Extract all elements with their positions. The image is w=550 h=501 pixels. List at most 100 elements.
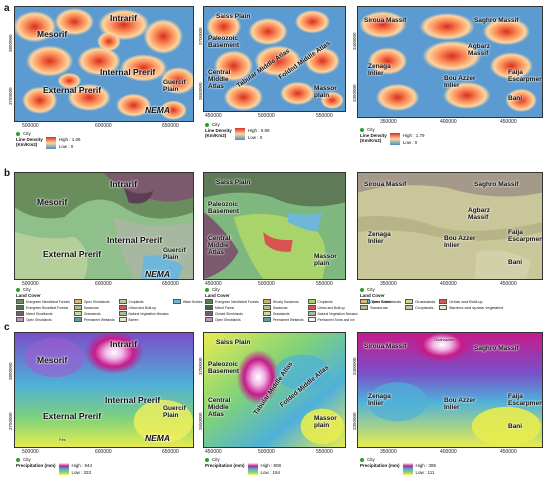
legend-city-label: City [212, 122, 220, 127]
xtick: 450000 [500, 449, 517, 455]
map-b1-land-cover[interactable]: Intrarif Mesorif Internal Prerif Externa… [14, 172, 194, 280]
ytick: 3650000 [198, 412, 203, 430]
map-b3-land-cover[interactable]: Siroua Massif Saghro Massif Agbarz Massi… [357, 172, 543, 280]
ytick: 3400000 [352, 32, 357, 50]
label-massor-plain: Massor plain [314, 415, 337, 429]
xtick: 350000 [380, 449, 397, 455]
label-external-prerif: External Prerif [43, 85, 102, 95]
map-a2-line-density[interactable]: Saiss Plain Paleozoic Basement Tabular M… [203, 6, 346, 112]
legend-item: Open Shrublands [73, 299, 115, 304]
legend-city-label: City [212, 287, 220, 292]
legend-item: Barrens and sparse vegetated [439, 305, 503, 310]
label-paleozoic-basement: Paleozoic Basement [208, 201, 240, 215]
label-mesorif: Mesorif [37, 29, 68, 39]
xtick: 350000 [380, 281, 397, 287]
legend-item: Mixed Shrublands [16, 311, 70, 316]
label-central-middle-atlas: Central Middle Atlas [208, 397, 231, 418]
precip-ramp [58, 463, 69, 475]
ytick: 3350000 [352, 84, 357, 102]
legend-low: Low : 111 [415, 470, 435, 475]
label-nema: NEMA [145, 269, 171, 279]
label-intrarif: Intrarif [110, 339, 137, 349]
xtick: 650000 [162, 449, 179, 455]
legend-low: Low : 0 [58, 144, 74, 149]
label-siroua-massif: Siroua Massif [364, 343, 407, 350]
legend-low: Low : 194 [260, 470, 281, 475]
label-external-prerif: External Prerif [43, 411, 102, 421]
legend-item: Permanent Wetlands [262, 317, 304, 322]
legend-city-label: City [367, 457, 375, 462]
xtick: 500000 [258, 113, 275, 119]
legend-c3: City Precipitation (mm) High : 395 Low :… [360, 457, 470, 476]
label-zenaga-inlier: Zenaga Inlier [368, 63, 391, 77]
label-nema: NEMA [145, 105, 171, 115]
precip-raster [204, 333, 345, 447]
map-b2-land-cover[interactable]: Saiss Plain Paleozoic Basement Central M… [203, 172, 346, 280]
label-internal-prerif: Internal Prerif [107, 235, 163, 245]
ytick: 3650000 [198, 82, 203, 100]
label-faija-escarpment: Faija Escarpment [508, 69, 543, 83]
xtick: 450000 [500, 281, 517, 287]
map-c2-precipitation[interactable]: Saiss Plain Paleozoic Basement Central M… [203, 332, 346, 448]
xtick: 450000 [205, 449, 222, 455]
label-massor-plain: Massor plain [314, 253, 337, 267]
label-bani: Bani [508, 259, 523, 266]
legend-item: Urban and Built-up [307, 305, 358, 310]
label-massor-plain: Massor plain [314, 85, 337, 99]
xtick: 500000 [22, 449, 39, 455]
legend-item: Savannas [73, 305, 115, 310]
xtick: 500000 [22, 123, 39, 129]
label-guercif-plain: Guercif Plain [163, 405, 186, 419]
legend-title: Land Cover [205, 293, 230, 298]
label-external-prerif: External Prerif [43, 249, 102, 259]
label-guercif-plain: Guercif Plain [163, 247, 186, 261]
legend-item: Water Bodies [172, 299, 202, 304]
legend-low: Low : 0 [402, 140, 418, 145]
label-paleozoic-basement: Paleozoic Basement [208, 35, 240, 49]
label-bani: Bani [508, 423, 523, 430]
map-c1-precipitation[interactable]: Intrarif Mesorif Internal Prerif Externa… [14, 332, 194, 448]
xtick: 500000 [22, 281, 39, 287]
label-saghro-massif: Saghro Massif [474, 345, 519, 352]
legend-item: Permanent Snow and Ice [307, 317, 358, 322]
row-b: b Intrarif Mesorif Internal Prerif Exter… [0, 166, 550, 322]
xtick: 400000 [440, 119, 457, 125]
ytick: 3350000 [352, 412, 357, 430]
legend-title: Line Density (Km/Km2) [360, 133, 387, 143]
label-mesorif: Mesorif [37, 355, 68, 365]
xtick: 600000 [95, 281, 112, 287]
xtick: 500000 [258, 449, 275, 455]
legend-a2: City Line Density (Km/Km2) High : 0.89 L… [205, 122, 295, 141]
xtick: 400000 [440, 281, 457, 287]
map-a3-line-density[interactable]: Siroua Massif Saghro Massif Agbarz Massi… [357, 6, 543, 118]
legend-low: Low : 333 [71, 470, 92, 475]
ytick: 3700000 [198, 27, 203, 45]
legend-item: Woody Savannas [262, 299, 304, 304]
city-marker-icon [205, 287, 209, 292]
label-faija-escarpment: Faija Escarpment [508, 393, 543, 407]
legend-item: Croplands [307, 299, 358, 304]
label-faija-escarpment: Faija Escarpment [508, 229, 543, 243]
landcover-legend-b3: Open Shrublands Grasslands Urban and Bui… [360, 299, 503, 310]
legend-c1: City Precipitation (mm) High : 944 Low :… [16, 457, 126, 476]
xtick: 550000 [316, 449, 333, 455]
legend-a1: City Line Density (Km/Km2) High : 1.06 L… [16, 131, 106, 150]
legend-item: Savannas [262, 305, 304, 310]
xtick: 350000 [380, 119, 397, 125]
landcover-raster [204, 173, 345, 279]
map-a1-line-density[interactable]: Intrarif Mesorif Internal Prerif Externa… [14, 6, 194, 122]
label-mesorif: Mesorif [37, 197, 68, 207]
map-c3-precipitation[interactable]: Ouarzazate Siroua Massif Saghro Massif Z… [357, 332, 543, 448]
legend-city-label: City [23, 457, 31, 462]
legend-high: High : 808 [260, 463, 282, 468]
legend-item: Barren [118, 317, 169, 322]
density-raster [358, 7, 542, 117]
city-marker-icon [205, 457, 209, 462]
legend-high: High : 944 [71, 463, 93, 468]
ytick: 3800000 [8, 362, 13, 380]
label-internal-prerif: Internal Prerif [100, 67, 156, 77]
label-zenaga-inlier: Zenaga Inlier [368, 231, 391, 245]
row-letter: a [4, 3, 10, 14]
ytick: 3750000 [8, 412, 13, 430]
legend-high: High : 1.79 [402, 133, 425, 138]
